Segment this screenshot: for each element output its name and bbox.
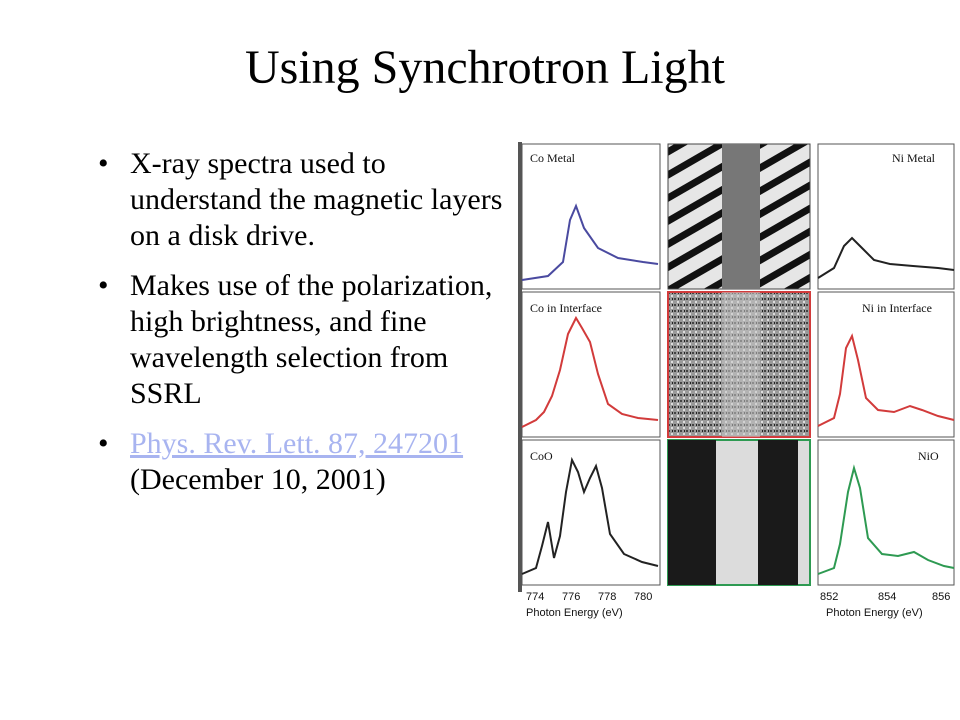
panel-label-ni-metal: Ni Metal <box>892 151 936 165</box>
spectrum-curve <box>817 464 955 575</box>
scan-edge <box>518 142 522 592</box>
track-band <box>722 292 760 437</box>
tick-label: 774 <box>526 591 544 603</box>
dark-band <box>758 440 798 585</box>
spectrum-curve <box>817 333 955 427</box>
bullet-list: • X-ray spectra used to understand the m… <box>96 146 506 512</box>
dark-band <box>668 440 716 585</box>
tick-label: 778 <box>598 591 616 603</box>
citation-link[interactable]: Phys. Rev. Lett. 87, 247201 <box>130 427 464 460</box>
spectra-figure: Co Metal Ni Metal Co in Interface Ni in … <box>518 142 958 632</box>
bullet-text: Makes use of the polarization, high brig… <box>130 269 493 410</box>
axis-label-right: Photon Energy (eV) <box>826 607 923 619</box>
bullet-dot-icon: • <box>98 147 109 180</box>
panel-label-co-metal: Co Metal <box>530 151 576 165</box>
panel-ni-interface: Ni in Interface <box>817 291 955 438</box>
panel-label-nio: NiO <box>918 449 939 463</box>
right-axis: 852 854 856 Photon Energy (eV) <box>820 591 950 619</box>
bullet-item: • X-ray spectra used to understand the m… <box>96 146 506 254</box>
panel-label-coo: CoO <box>530 449 553 463</box>
tick-label: 776 <box>562 591 580 603</box>
image-row2 <box>667 291 811 438</box>
tick-label: 852 <box>820 591 838 603</box>
tick-label: 780 <box>634 591 652 603</box>
panel-label-co-interface: Co in Interface <box>530 301 602 315</box>
spectrum-curve <box>521 315 659 428</box>
image-row3 <box>667 439 811 586</box>
spectrum-curve <box>521 456 659 575</box>
spectrum-curve <box>817 236 955 279</box>
bullet-dot-icon: • <box>98 427 109 460</box>
citation-date: (December 10, 2001) <box>130 463 386 496</box>
slide-title: Using Synchrotron Light <box>245 41 725 94</box>
tick-label: 856 <box>932 591 950 603</box>
panel-nio: NiO <box>817 439 955 586</box>
bullet-dot-icon: • <box>98 269 109 302</box>
left-axis: 774 776 778 780 Photon Energy (eV) <box>526 591 652 619</box>
bullet-text: X-ray spectra used to understand the mag… <box>130 147 503 252</box>
panel-coo: CoO <box>521 439 661 586</box>
tick-label: 854 <box>878 591 896 603</box>
axis-label-left: Photon Energy (eV) <box>526 607 623 619</box>
bullet-item: • Phys. Rev. Lett. 87, 247201 (December … <box>96 426 506 498</box>
panel-co-metal: Co Metal <box>521 143 661 290</box>
panel-ni-metal: Ni Metal <box>817 143 955 290</box>
image-row1 <box>667 143 811 290</box>
spectrum-curve <box>521 203 659 281</box>
bullet-item: • Makes use of the polarization, high br… <box>96 268 506 412</box>
panel-label-ni-interface: Ni in Interface <box>862 301 932 315</box>
track-band <box>722 144 760 289</box>
panel-co-interface: Co in Interface <box>521 291 661 438</box>
figure-svg: Co Metal Ni Metal Co in Interface Ni in … <box>518 142 955 619</box>
